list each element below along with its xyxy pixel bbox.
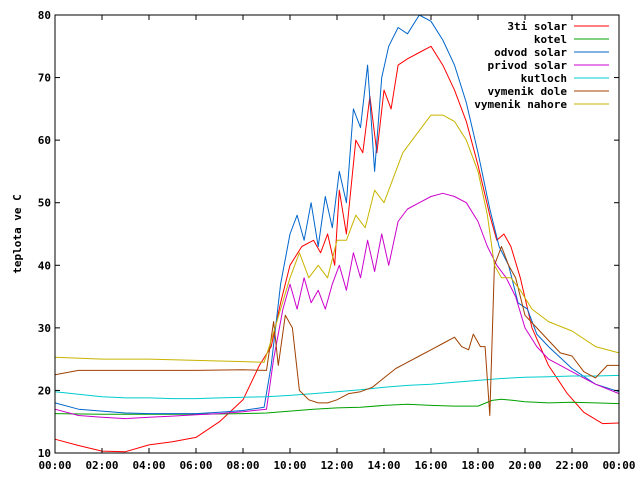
x-tick-label: 00:00 <box>38 459 71 472</box>
x-tick-label: 10:00 <box>273 459 306 472</box>
x-tick-label: 02:00 <box>85 459 118 472</box>
x-tick-label: 20:00 <box>508 459 541 472</box>
series-line-privod-solar <box>54 192 620 420</box>
series-line-vymenik-dole <box>54 246 619 416</box>
series-line-odvod-solar <box>54 14 620 415</box>
y-tick-label: 10 <box>38 447 51 460</box>
x-tick-label: 08:00 <box>226 459 259 472</box>
x-tick-label: 18:00 <box>461 459 494 472</box>
y-tick-label: 50 <box>38 197 51 210</box>
series-line-vymenik-nahore <box>54 114 620 363</box>
series-line-kutloch <box>54 374 620 400</box>
x-tick-label: 06:00 <box>179 459 212 472</box>
y-tick-label: 20 <box>38 384 51 397</box>
x-tick-label: 04:00 <box>132 459 165 472</box>
x-tick-label: 22:00 <box>555 459 588 472</box>
y-tick-label: 60 <box>38 134 51 147</box>
x-tick-label: 12:00 <box>320 459 353 472</box>
x-tick-label: 14:00 <box>367 459 400 472</box>
y-tick-label: 30 <box>38 322 51 335</box>
plot-lines <box>54 14 620 453</box>
legend-label: kutloch <box>521 72 567 85</box>
x-tick-label: 16:00 <box>414 459 447 472</box>
legend-label: vymenik dole <box>488 85 568 98</box>
y-axis-label: teplota ve C <box>11 194 24 273</box>
legend-label: 3ti solar <box>507 20 567 33</box>
series-line-kotel <box>54 398 620 415</box>
axis-ticks <box>54 14 620 454</box>
legend-label: vymenik nahore <box>474 98 567 111</box>
legend-label: kotel <box>534 33 567 46</box>
tick-labels: 00:00 02:00 04:00 06:00 08:00 10:00 12:00 14:00… <box>38 9 636 472</box>
legend-label: odvod solar <box>494 46 567 59</box>
y-tick-label: 40 <box>38 259 51 272</box>
y-tick-label: 80 <box>38 9 51 22</box>
y-tick-label: 70 <box>38 72 51 85</box>
legend-label: privod solar <box>488 59 568 72</box>
x-tick-label: 00:00 <box>602 459 635 472</box>
